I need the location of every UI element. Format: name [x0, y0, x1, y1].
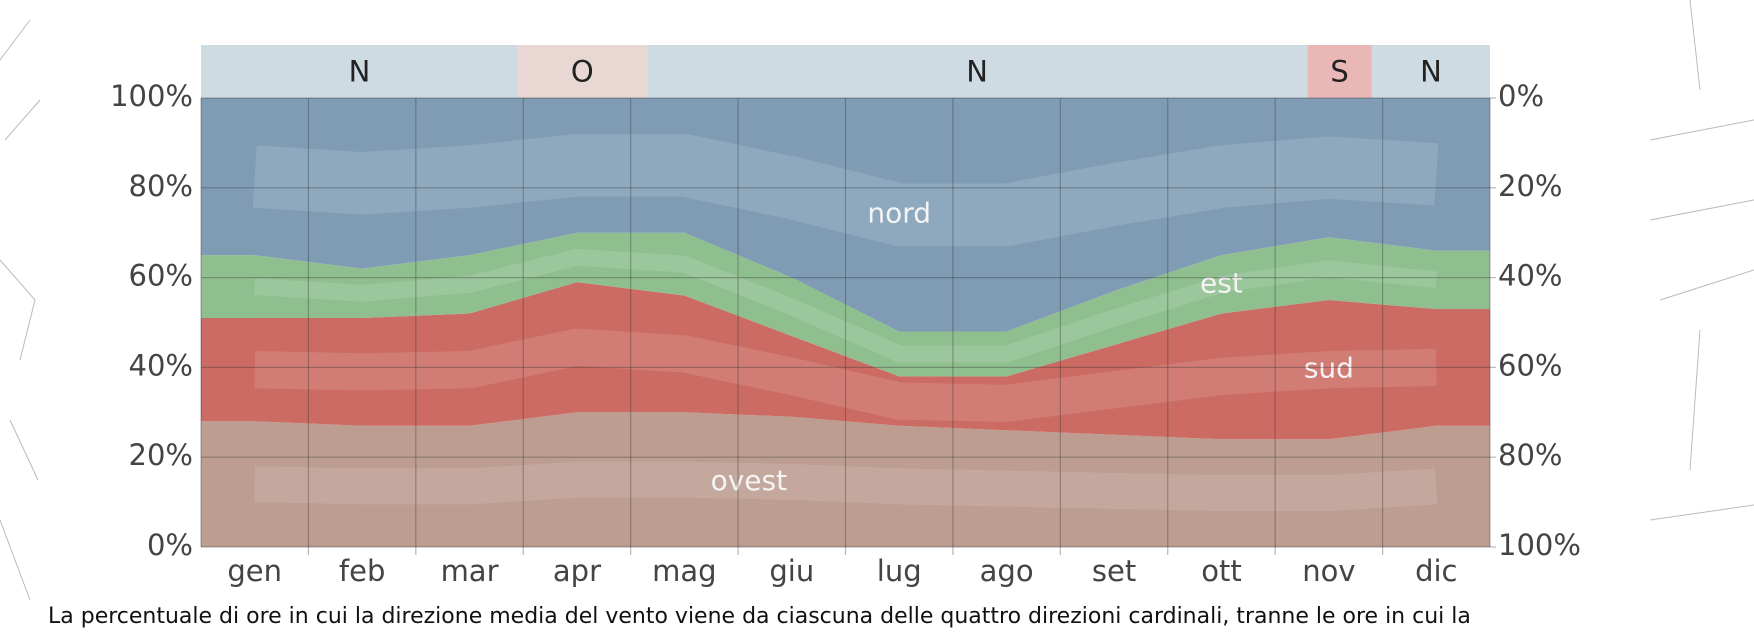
series-label: ovest	[711, 464, 788, 497]
prevailing-band	[1307, 45, 1372, 98]
area-edge	[1435, 98, 1490, 251]
y2-tick-label: 100%	[1498, 528, 1581, 562]
x-tick-label: set	[1092, 554, 1136, 588]
area-edge	[201, 421, 256, 547]
area	[254, 412, 1437, 547]
map-line	[1649, 0, 1754, 521]
x-tick-label: ago	[980, 554, 1034, 588]
x-tick-label: mar	[441, 554, 499, 588]
prevailing-label: N	[349, 55, 371, 89]
y-tick-label: 40%	[129, 348, 193, 382]
area-edge	[1435, 309, 1490, 426]
x-tick-label: feb	[339, 554, 385, 588]
prevailing-label: O	[571, 55, 594, 89]
y2-tick-label: 0%	[1498, 79, 1544, 113]
x-tick-label: giu	[769, 554, 814, 588]
x-tick-label: apr	[553, 554, 601, 588]
area-edge	[201, 255, 256, 319]
y-tick-label: 100%	[110, 79, 193, 113]
area-edge	[201, 98, 256, 256]
area-shade	[252, 134, 1439, 246]
x-tick-label: nov	[1302, 554, 1355, 588]
y2-tick-label: 60%	[1498, 348, 1562, 382]
prevailing-label: N	[966, 55, 988, 89]
y2-tick-label: 80%	[1498, 438, 1562, 472]
prevailing-band	[517, 45, 647, 98]
prevailing-band	[201, 45, 518, 98]
prevailing-label: S	[1330, 55, 1348, 89]
map-decoration	[0, 0, 1754, 601]
x-tick-label: ott	[1201, 554, 1241, 588]
area-shade	[254, 328, 1437, 422]
area-edge	[1435, 250, 1490, 310]
area-edge	[201, 318, 256, 422]
series-label: sud	[1304, 352, 1354, 385]
prevailing-label: N	[1420, 55, 1442, 89]
area-shade	[254, 461, 1438, 512]
y2-tick-label: 40%	[1498, 259, 1562, 293]
x-tick-label: dic	[1415, 554, 1457, 588]
area-edge	[1435, 425, 1490, 547]
series-label: est	[1200, 266, 1243, 299]
y-tick-label: 20%	[129, 438, 193, 472]
area	[254, 232, 1437, 377]
area	[254, 282, 1437, 440]
prevailing-band	[1371, 45, 1490, 98]
area	[254, 98, 1437, 332]
map-line	[0, 19, 41, 601]
caption: La percentuale di ore in cui la direzion…	[48, 604, 1471, 629]
y-tick-label: 0%	[147, 528, 193, 562]
y-tick-label: 60%	[129, 259, 193, 293]
x-tick-label: mag	[652, 554, 716, 588]
x-tick-label: lug	[877, 554, 922, 588]
x-tick-label: gen	[227, 554, 282, 588]
series-label: nord	[867, 197, 931, 230]
y-tick-label: 80%	[129, 169, 193, 203]
y2-tick-label: 20%	[1498, 169, 1562, 203]
area-shade	[254, 248, 1438, 363]
prevailing-band	[646, 45, 1308, 98]
